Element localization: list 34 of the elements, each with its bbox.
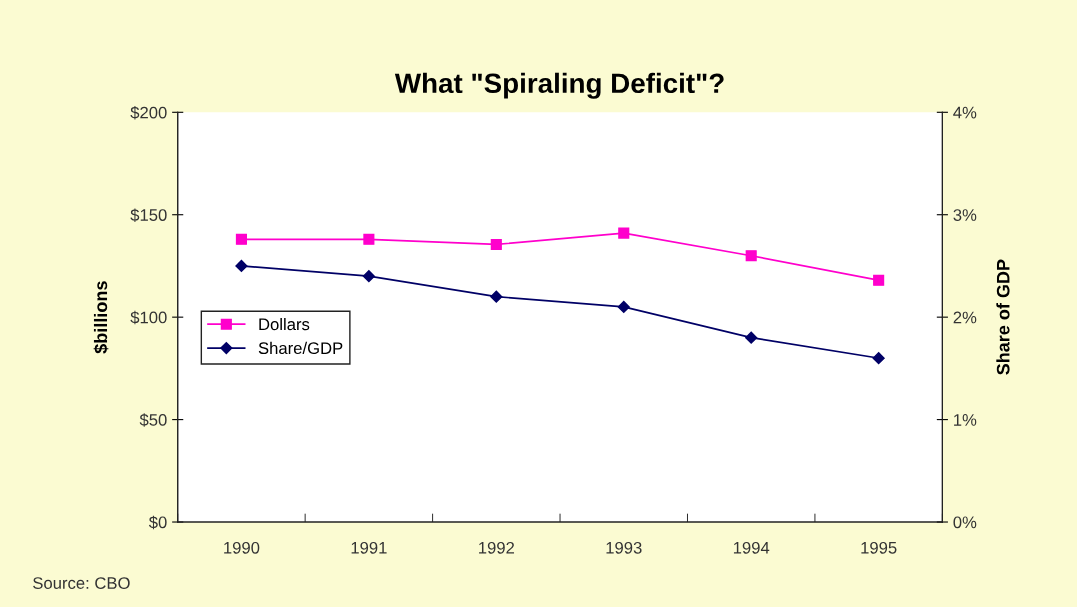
y-tick-label: $100 — [130, 310, 167, 325]
y-tick-label: $200 — [130, 106, 167, 120]
legend-label: Share/GDP — [258, 341, 343, 355]
point — [235, 233, 247, 245]
point — [745, 331, 758, 344]
point — [235, 259, 248, 273]
x-tick-label: 1991 — [351, 541, 387, 554]
point — [490, 238, 502, 250]
x-tick-label: 1990 — [224, 541, 260, 554]
x-tick-label: 1995 — [861, 541, 897, 554]
chart-title: What "Spiraling Deficit"? — [394, 72, 724, 99]
point — [362, 270, 375, 283]
y2-axis-title: Share of GDP — [996, 259, 1010, 375]
y-axis-title: $billions — [93, 281, 109, 354]
point — [618, 227, 630, 239]
y2-tick-label: 1% — [954, 414, 977, 426]
y2-tick-label: 3% — [953, 209, 977, 221]
point — [617, 300, 630, 314]
point — [872, 352, 885, 365]
y-tick-label: $0 — [148, 515, 167, 530]
y2-tick-label: 4% — [953, 106, 977, 119]
point — [873, 274, 885, 286]
point — [490, 290, 503, 303]
x-tick-label: 1993 — [606, 541, 642, 554]
y2-tick-label: 2% — [953, 311, 977, 324]
x-tick-label: 1992 — [479, 541, 515, 554]
y-tick-label: $50 — [139, 413, 167, 427]
y2-tick-label: 0% — [953, 516, 977, 529]
x-tick-label: 1994 — [733, 541, 770, 554]
point — [363, 233, 375, 245]
y-tick-label: $150 — [130, 208, 167, 222]
legend-label: Dollars — [259, 317, 310, 331]
point — [745, 250, 757, 262]
source-note: Source: CBO — [33, 577, 130, 589]
